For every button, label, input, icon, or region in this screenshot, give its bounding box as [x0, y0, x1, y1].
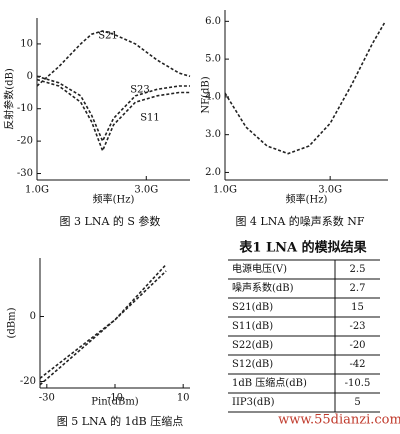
x-tick-label: 1.0G [25, 185, 49, 196]
y-tick-label: 0 [27, 71, 33, 82]
table-cell: -42 [349, 359, 365, 370]
x-axis-label: 频率(Hz) [93, 193, 135, 206]
table-cell: IIP3(dB) [232, 397, 275, 408]
series-line [36, 75, 190, 144]
figure-caption: 图 4 LNA 的噪声系数 NF [235, 214, 364, 228]
y-tick-label: 0 [30, 311, 36, 322]
y-tick-label: 6.0 [205, 16, 221, 27]
series-line [39, 270, 167, 379]
y-tick-label: 3.0 [205, 129, 221, 140]
y-axis-label: NF(dB) [201, 76, 212, 113]
x-tick-label: -30 [39, 393, 55, 404]
table-cell: 2.7 [350, 283, 366, 294]
watermark: www.55dianzi.com [278, 413, 400, 428]
figure-caption: 图 5 LNA 的 1dB 压缩点 [57, 414, 183, 428]
series-label: S21 [98, 31, 118, 42]
x-tick-label: 10 [177, 393, 190, 404]
y-tick-label: -20 [17, 136, 33, 147]
series-label: S23 [130, 85, 150, 96]
table-cell: -20 [349, 340, 365, 351]
x-tick-label: 1.0G [213, 185, 237, 196]
y-axis-label: (dBm) [7, 307, 18, 338]
table-cell: S21(dB) [232, 302, 273, 313]
table-cell: 2.5 [350, 264, 366, 275]
table-cell: 15 [351, 302, 364, 313]
y-axis-label: 反射参数(dB) [3, 68, 16, 130]
series-line [36, 78, 190, 153]
table-cell: S11(dB) [232, 321, 273, 332]
series-line [39, 263, 167, 386]
x-axis-label: Pin(dBm) [91, 397, 139, 408]
x-tick-label: -10 [107, 393, 123, 404]
y-tick-label: 4.0 [205, 91, 221, 102]
y-tick-label: -30 [17, 168, 33, 179]
x-tick-label: 3.0G [318, 185, 342, 196]
x-tick-label: 3.0G [134, 185, 158, 196]
table-cell: 噪声系数(dB) [232, 281, 294, 294]
x-axis-label: 频率(Hz) [286, 193, 328, 206]
y-tick-label: 10 [20, 38, 33, 49]
table-title: 表1 LNA 的模拟结果 [238, 240, 366, 256]
y-tick-label: 2.0 [205, 167, 221, 178]
table-cell: 1dB 压缩点(dB) [232, 376, 307, 389]
figure-caption: 图 3 LNA 的 S 参数 [60, 214, 161, 228]
y-tick-label: -10 [17, 103, 33, 114]
table-cell: -10.5 [345, 378, 371, 389]
series-line [224, 20, 387, 155]
table-cell: 5 [354, 397, 360, 408]
table-cell: -23 [349, 321, 365, 332]
series-line [36, 30, 191, 87]
y-tick-label: 5.0 [205, 54, 221, 65]
table-cell: S12(dB) [232, 359, 273, 370]
series-label: S11 [140, 113, 160, 124]
table-cell: 电源电压(V) [232, 262, 287, 275]
y-tick-label: -20 [20, 376, 36, 387]
table-cell: S22(dB) [232, 340, 273, 351]
